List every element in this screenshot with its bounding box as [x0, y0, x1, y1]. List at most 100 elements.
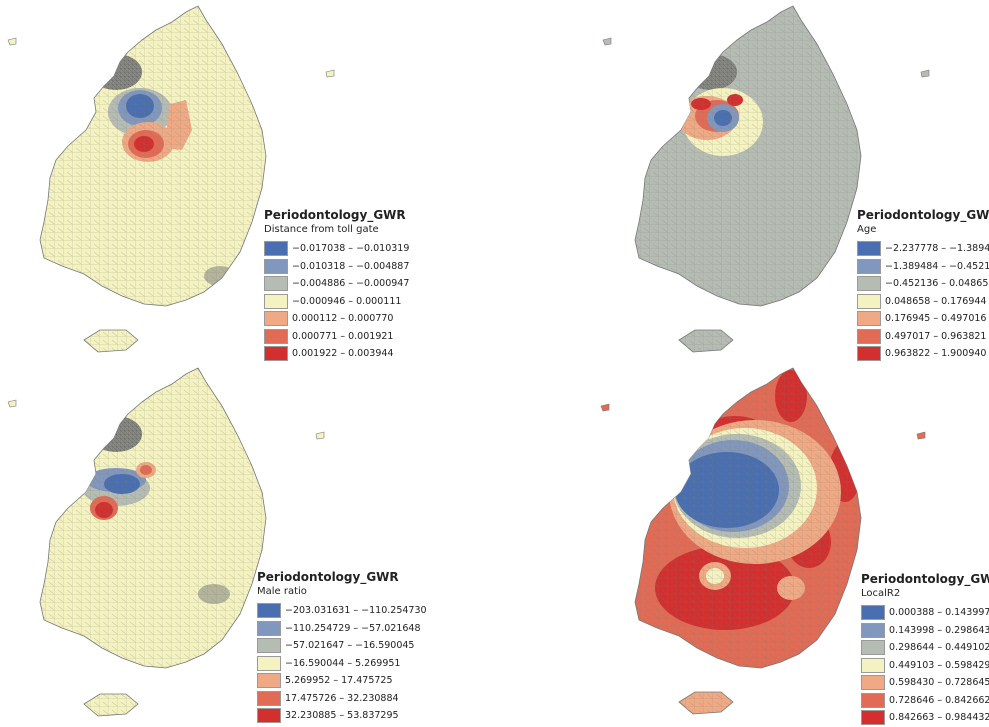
legend-title: Periodontology_GWR: [264, 208, 406, 222]
legend-label: 17.475726 – 32.230884: [285, 692, 399, 704]
legend-label: −0.017038 – −0.010319: [292, 243, 410, 255]
legend-row: 0.143998 – 0.298643: [861, 622, 989, 640]
legend-label: −0.004886 – −0.000947: [292, 278, 410, 290]
legend-swatch: [264, 241, 288, 257]
map-panel-age: Periodontology_GWR Age −2.237778 – −1.38…: [595, 0, 989, 362]
legend-row: −2.237778 – −1.389485: [857, 240, 989, 258]
legend-label: 0.048658 – 0.176944: [885, 295, 987, 307]
legend-label: 0.176945 – 0.497016: [885, 313, 987, 325]
legend-title: Periodontology_GWR: [257, 570, 399, 584]
legend-label: 0.001922 – 0.003944: [292, 348, 394, 360]
legend-label: −16.590044 – 5.269951: [285, 657, 401, 669]
legend-swatch: [857, 311, 881, 327]
choropleth-map-distance: [7, 5, 335, 353]
legend-label: 0.000112 – 0.000770: [292, 313, 394, 325]
legend-male-ratio: Periodontology_GWR Male ratio −203.03163…: [257, 570, 427, 725]
legend-swatch: [257, 673, 281, 689]
legend-swatch: [861, 640, 885, 656]
map-panel-local-r2: Periodontology_GWR LocalR2 0.000388 – 0.…: [595, 362, 989, 727]
legend-swatch: [257, 655, 281, 671]
legend-swatch: [861, 605, 885, 621]
legend-label: −57.021647 – −16.590045: [285, 640, 415, 652]
legend-label: 0.143998 – 0.298643: [889, 624, 989, 636]
legend-distance: Periodontology_GWR Distance from toll ga…: [264, 208, 409, 363]
legend-local-r2: Periodontology_GWR LocalR2 0.000388 – 0.…: [861, 572, 989, 727]
legend-row: −16.590044 – 5.269951: [257, 655, 427, 673]
legend-swatch: [264, 346, 288, 362]
legend-label: −0.010318 – −0.004887: [292, 260, 410, 272]
legend-row: 0.001922 – 0.003944: [264, 345, 409, 363]
legend-label: 0.497017 – 0.963821: [885, 330, 987, 342]
legend-label: 5.269952 – 17.475725: [285, 675, 393, 687]
legend-row: −0.000946 – 0.000111: [264, 293, 409, 311]
legend-variable: Age: [857, 224, 877, 235]
legend-row: 17.475726 – 32.230884: [257, 690, 427, 708]
legend-row: 0.000112 – 0.000770: [264, 310, 409, 328]
legend-title: Periodontology_GWR: [857, 208, 989, 222]
legend-label: −0.000946 – 0.000111: [292, 295, 402, 307]
legend-row: −0.452136 – 0.048657: [857, 275, 989, 293]
legend-label: −110.254729 – −57.021648: [285, 622, 421, 634]
legend-swatch: [857, 258, 881, 274]
legend-label: −203.031631 – −110.254730: [285, 605, 427, 617]
legend-row: 0.000771 – 0.001921: [264, 328, 409, 346]
legend-swatch: [861, 675, 885, 691]
legend-classes: 0.000388 – 0.143997 0.143998 – 0.298643 …: [861, 604, 989, 727]
legend-swatch: [857, 346, 881, 362]
legend-label: −2.237778 – −1.389485: [885, 243, 989, 255]
legend-row: 0.298644 – 0.449102: [861, 639, 989, 657]
legend-swatch: [861, 657, 885, 673]
legend-swatch: [264, 328, 288, 344]
legend-classes: −2.237778 – −1.389485 −1.389484 – −0.452…: [857, 240, 989, 363]
legend-swatch: [861, 622, 885, 638]
legend-swatch: [264, 258, 288, 274]
legend-variable: Male ratio: [257, 586, 307, 597]
legend-label: −1.389484 – −0.452137: [885, 260, 989, 272]
legend-swatch: [257, 708, 281, 724]
legend-row: 0.963822 – 1.900940: [857, 345, 989, 363]
legend-row: −0.017038 – −0.010319: [264, 240, 409, 258]
legend-row: −203.031631 – −110.254730: [257, 602, 427, 620]
legend-swatch: [264, 293, 288, 309]
legend-row: 0.598430 – 0.728645: [861, 674, 989, 692]
legend-row: 0.048658 – 0.176944: [857, 293, 989, 311]
map-panel-male-ratio: Periodontology_GWR Male ratio −203.03163…: [0, 362, 494, 724]
legend-swatch: [257, 603, 281, 619]
legend-row: 0.728646 – 0.842662: [861, 692, 989, 710]
legend-swatch: [264, 276, 288, 292]
legend-swatch: [264, 311, 288, 327]
legend-label: 32.230885 – 53.837295: [285, 710, 399, 722]
legend-row: −57.021647 – −16.590045: [257, 637, 427, 655]
legend-label: 0.298644 – 0.449102: [889, 642, 989, 654]
legend-label: 0.449103 – 0.598429: [889, 659, 989, 671]
legend-swatch: [257, 638, 281, 654]
legend-variable: LocalR2: [861, 588, 901, 599]
legend-row: 0.000388 – 0.143997: [861, 604, 989, 622]
legend-row: −0.004886 – −0.000947: [264, 275, 409, 293]
legend-label: −0.452136 – 0.048657: [885, 278, 989, 290]
legend-swatch: [861, 710, 885, 726]
legend-label: 0.000771 – 0.001921: [292, 330, 394, 342]
map-panel-distance: Periodontology_GWR Distance from toll ga…: [0, 0, 494, 362]
legend-classes: −0.017038 – −0.010319 −0.010318 – −0.004…: [264, 240, 409, 363]
legend-swatch: [857, 276, 881, 292]
legend-classes: −203.031631 – −110.254730 −110.254729 – …: [257, 602, 427, 725]
choropleth-map-age: [602, 5, 930, 353]
legend-row: 5.269952 – 17.475725: [257, 672, 427, 690]
legend-title: Periodontology_GWR: [861, 572, 989, 586]
legend-label: 0.000388 – 0.143997: [889, 607, 989, 619]
legend-row: −1.389484 – −0.452137: [857, 258, 989, 276]
choropleth-map-local-r2: [600, 367, 926, 715]
choropleth-map-male-ratio: [7, 367, 325, 717]
legend-label: 0.842663 – 0.984432: [889, 712, 989, 724]
legend-label: 0.728646 – 0.842662: [889, 694, 989, 706]
legend-swatch: [257, 620, 281, 636]
legend-swatch: [857, 328, 881, 344]
legend-age: Periodontology_GWR Age −2.237778 – −1.38…: [857, 208, 989, 363]
legend-row: −0.010318 – −0.004887: [264, 258, 409, 276]
legend-swatch: [257, 690, 281, 706]
legend-row: 32.230885 – 53.837295: [257, 707, 427, 725]
legend-swatch: [857, 293, 881, 309]
legend-row: 0.449103 – 0.598429: [861, 657, 989, 675]
legend-row: 0.176945 – 0.497016: [857, 310, 989, 328]
